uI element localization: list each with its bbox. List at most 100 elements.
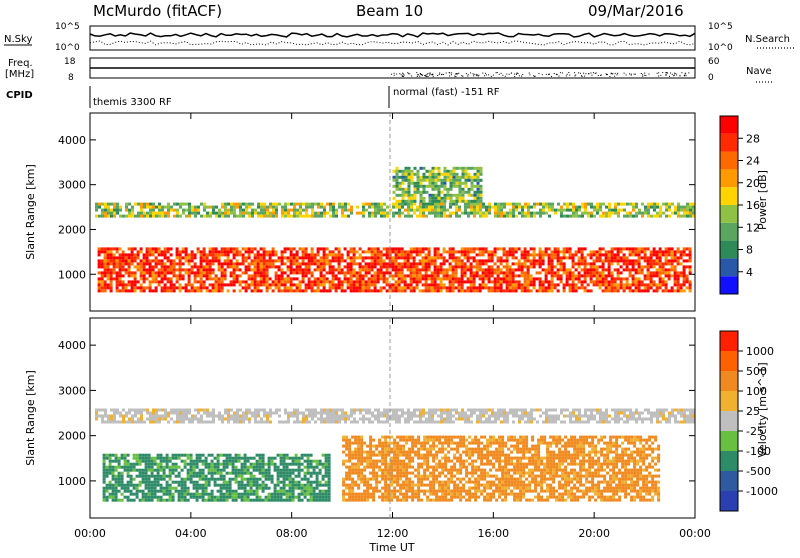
- heatmap-cell: [435, 454, 438, 457]
- heatmap-cell: [251, 215, 254, 218]
- heatmap-cell: [122, 259, 125, 262]
- heatmap-cell: [462, 188, 465, 191]
- heatmap-cell: [659, 209, 662, 212]
- heatmap-cell: [423, 173, 426, 176]
- heatmap-cell: [223, 499, 226, 502]
- heatmap-cell: [109, 481, 112, 484]
- heatmap-cell: [497, 289, 500, 292]
- heatmap-cell: [467, 215, 470, 218]
- heatmap-cell: [401, 212, 404, 215]
- heatmap-cell: [405, 475, 408, 478]
- heatmap-cell: [632, 265, 635, 268]
- heatmap-cell: [275, 286, 278, 289]
- heatmap-cell: [242, 256, 245, 259]
- heatmap-cell: [202, 487, 205, 490]
- heatmap-cell: [665, 250, 668, 253]
- heatmap-cell: [248, 253, 251, 256]
- heatmap-cell: [106, 469, 109, 472]
- heatmap-cell: [632, 203, 635, 206]
- heatmap-cell: [420, 466, 423, 469]
- heatmap-cell: [247, 481, 250, 484]
- heatmap-cell: [590, 289, 593, 292]
- heatmap-cell: [311, 247, 314, 250]
- heatmap-cell: [127, 496, 130, 499]
- heatmap-cell: [152, 277, 155, 280]
- heatmap-cell: [668, 203, 671, 206]
- heatmap-cell: [647, 271, 650, 274]
- heatmap-cell: [209, 262, 212, 265]
- heatmap-cell: [200, 274, 203, 277]
- heatmap-cell: [381, 496, 384, 499]
- heatmap-cell: [298, 487, 301, 490]
- nsearch-label: N.Search: [745, 34, 790, 45]
- heatmap-cell: [420, 448, 423, 451]
- heatmap-cell: [551, 262, 554, 265]
- heatmap-cell: [347, 262, 350, 265]
- heatmap-cell: [160, 463, 163, 466]
- nave-dot: [660, 75, 661, 76]
- heatmap-cell: [110, 274, 113, 277]
- heatmap-cell: [371, 265, 374, 268]
- heatmap-cell: [344, 280, 347, 283]
- heatmap-cell: [405, 463, 408, 466]
- heatmap-cell: [124, 466, 127, 469]
- heatmap-cell: [311, 253, 314, 256]
- heatmap-cell: [459, 200, 462, 203]
- heatmap-cell: [524, 256, 527, 259]
- heatmap-cell: [644, 277, 647, 280]
- heatmap-cell: [450, 182, 453, 185]
- heatmap-cell: [608, 250, 611, 253]
- heatmap-cell: [160, 469, 163, 472]
- heatmap-cell: [214, 457, 217, 460]
- heatmap-cell: [122, 268, 125, 271]
- heatmap-cell: [316, 475, 319, 478]
- heatmap-cell: [205, 484, 208, 487]
- heatmap-cell: [152, 289, 155, 292]
- heatmap-cell: [362, 277, 365, 280]
- heatmap-cell: [199, 454, 202, 457]
- heatmap-cell: [354, 469, 357, 472]
- heatmap-cell: [119, 253, 122, 256]
- heatmap-cell: [491, 256, 494, 259]
- heatmap-cell: [428, 247, 431, 250]
- heatmap-cell: [611, 253, 614, 256]
- heatmap-cell: [384, 469, 387, 472]
- heatmap-cell: [308, 280, 311, 283]
- heatmap-cell: [446, 277, 449, 280]
- heatmap-cell: [482, 212, 485, 215]
- nave-dot: [670, 73, 671, 74]
- heatmap-cell: [417, 179, 420, 182]
- heatmap-cell: [674, 206, 677, 209]
- heatmap-cell: [286, 475, 289, 478]
- heatmap-cell: [95, 206, 98, 209]
- heatmap-cell: [157, 475, 160, 478]
- heatmap-cell: [115, 487, 118, 490]
- heatmap-cell: [371, 215, 374, 218]
- heatmap-cell: [368, 250, 371, 253]
- heatmap-cell: [341, 268, 344, 271]
- heatmap-cell: [686, 274, 689, 277]
- heatmap-cell: [404, 203, 407, 206]
- heatmap-cell: [479, 286, 482, 289]
- heatmap-cell: [253, 466, 256, 469]
- heatmap-cell: [325, 484, 328, 487]
- heatmap-cell: [399, 460, 402, 463]
- heatmap-cell: [408, 481, 411, 484]
- heatmap-cell: [432, 445, 435, 448]
- heatmap-cell: [444, 176, 447, 179]
- heatmap-cell: [462, 200, 465, 203]
- heatmap-cell: [423, 439, 426, 442]
- heatmap-cell: [112, 466, 115, 469]
- heatmap-cell: [351, 442, 354, 445]
- heatmap-cell: [359, 265, 362, 268]
- heatmap-cell: [476, 289, 479, 292]
- heatmap-cell: [539, 259, 542, 262]
- heatmap-cell: [233, 247, 236, 250]
- heatmap-cell: [212, 268, 215, 271]
- heatmap-cell: [142, 475, 145, 478]
- heatmap-cell: [587, 253, 590, 256]
- heatmap-cell: [257, 271, 260, 274]
- heatmap-cell: [384, 472, 387, 475]
- nave-dot: [514, 76, 515, 77]
- heatmap-cell: [449, 277, 452, 280]
